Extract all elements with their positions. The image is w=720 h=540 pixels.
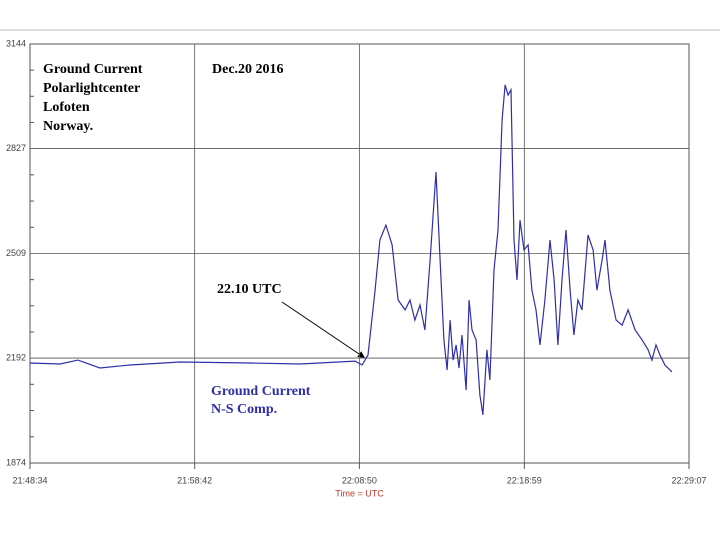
legend-label: Ground Current bbox=[211, 384, 311, 399]
y-tick-label: 2827 bbox=[6, 143, 26, 153]
chart-title: Ground Current bbox=[43, 62, 143, 77]
data-line bbox=[29, 84, 673, 415]
y-tick-label: 1874 bbox=[6, 457, 26, 467]
y-tick-label: 2192 bbox=[6, 352, 26, 362]
plot-frame bbox=[29, 43, 690, 464]
chart-title: Lofoten bbox=[43, 100, 90, 115]
y-tick-label: 3144 bbox=[6, 38, 26, 48]
x-tick-label: 22:29:07 bbox=[671, 475, 706, 485]
x-axis-label: Time = UTC bbox=[335, 488, 384, 498]
legend-label: N-S Comp. bbox=[211, 402, 277, 417]
annotation: 22.10 UTC bbox=[217, 282, 282, 297]
x-tick-label: 21:48:34 bbox=[12, 475, 47, 485]
chart-subtitle: Dec.20 2016 bbox=[212, 62, 284, 77]
chart-title: Norway. bbox=[43, 119, 93, 134]
y-tick-label: 2509 bbox=[6, 248, 26, 258]
chart-title: Polarlightcenter bbox=[43, 81, 140, 96]
x-tick-label: 21:58:42 bbox=[177, 475, 212, 485]
annotation-arrow bbox=[281, 301, 366, 359]
x-tick-label: 22:18:59 bbox=[507, 475, 542, 485]
x-tick-label: 22:08:50 bbox=[342, 475, 377, 485]
